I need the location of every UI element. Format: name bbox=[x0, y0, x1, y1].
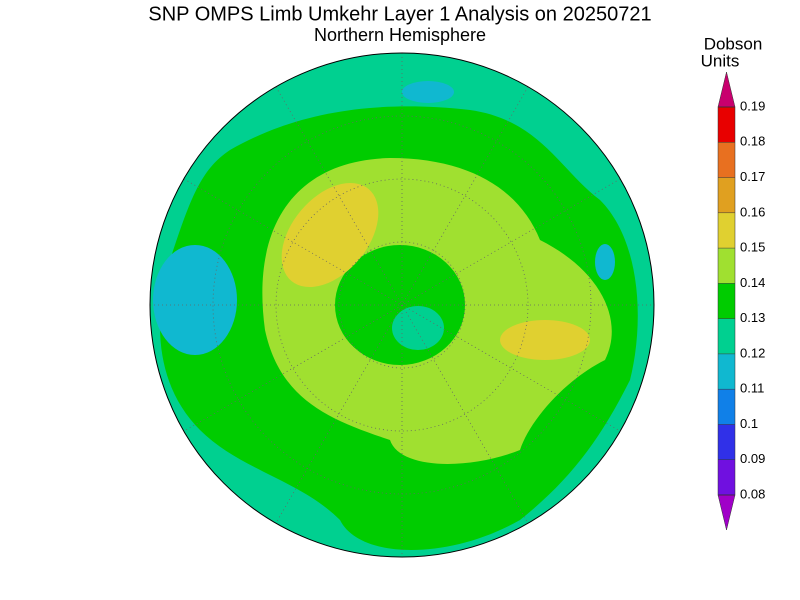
yellow-patch bbox=[281, 182, 379, 288]
map-subtitle: Northern Hemisphere bbox=[314, 25, 486, 45]
cyan-patch bbox=[153, 245, 237, 355]
colorbar-extension-high bbox=[717, 71, 736, 108]
map-title: SNP OMPS Limb Umkehr Layer 1 Analysis on… bbox=[148, 3, 651, 25]
colorbar-tick-label: 0.15 bbox=[740, 240, 765, 255]
colorbar-label: Dobson bbox=[704, 34, 763, 53]
colorbar-tick-label: 0.1 bbox=[740, 416, 758, 431]
yellow-patch bbox=[500, 320, 590, 360]
colorbar-tick-label: 0.09 bbox=[740, 451, 765, 466]
colorbar-label: Units bbox=[701, 51, 740, 70]
colorbar-tick-label: 0.19 bbox=[740, 98, 765, 113]
map-border bbox=[149, 52, 655, 558]
colorbar-swatch bbox=[718, 459, 735, 495]
meridians bbox=[150, 53, 654, 557]
colorbar-tick-label: 0.14 bbox=[740, 275, 765, 290]
cyan-patch bbox=[595, 244, 615, 280]
colorbar-tick-label: 0.13 bbox=[740, 310, 765, 325]
colorbar-swatch bbox=[718, 283, 735, 319]
colorbar-swatch bbox=[718, 107, 735, 143]
colorbar: Dobson Units 0.08 0.09 0.1 0.11 0.12 0.13 0.14… bbox=[701, 34, 765, 531]
colorbar-tick-label: 0.17 bbox=[740, 169, 765, 184]
colorbar-swatch bbox=[718, 424, 735, 460]
colorbar-tick-label: 0.18 bbox=[740, 134, 765, 149]
colorbar-swatch bbox=[718, 318, 735, 354]
colorbar-swatch bbox=[718, 353, 735, 390]
colorbar-swatch bbox=[718, 212, 735, 249]
colorbar-tick-label: 0.11 bbox=[740, 381, 764, 396]
colorbar-tick-label: 0.12 bbox=[740, 345, 765, 360]
colorbar-swatch bbox=[718, 142, 735, 178]
map-field bbox=[150, 53, 654, 557]
colorbar-swatch bbox=[718, 248, 735, 284]
teal-core bbox=[392, 306, 444, 350]
colorbar-swatch bbox=[718, 177, 735, 213]
colorbar-extension-low bbox=[717, 494, 736, 531]
colorbar-tick-label: 0.08 bbox=[740, 486, 765, 501]
graticule bbox=[150, 53, 654, 557]
colorbar-tick-label: 0.16 bbox=[740, 204, 765, 219]
latitude-circle bbox=[275, 178, 529, 432]
cyan-patch bbox=[402, 81, 454, 103]
colorbar-swatch bbox=[718, 389, 735, 425]
